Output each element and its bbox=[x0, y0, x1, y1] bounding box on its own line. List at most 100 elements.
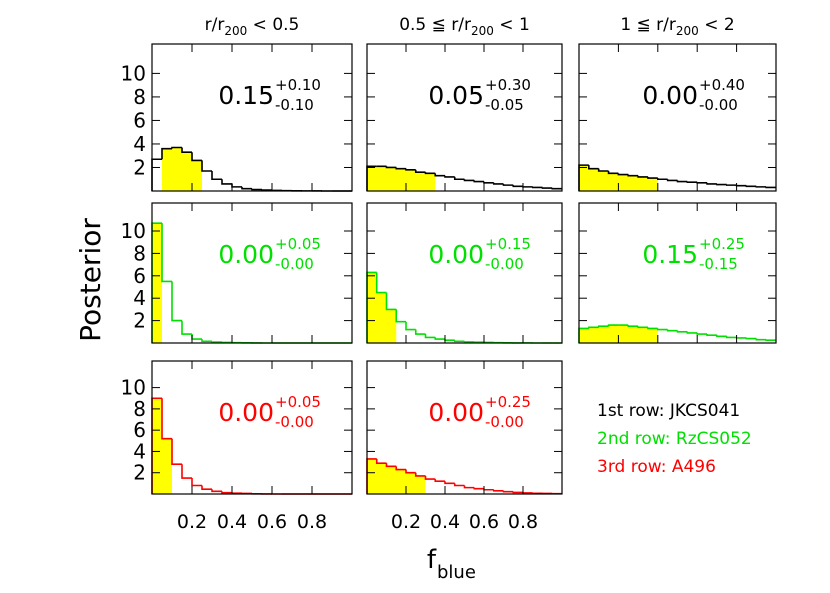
annotation-estimate: 0.15 bbox=[642, 240, 698, 269]
y-tick-label: 4 bbox=[133, 132, 146, 156]
y-tick-label: 4 bbox=[133, 286, 146, 310]
histogram-bin bbox=[657, 178, 668, 181]
annotation-estimate: 0.00 bbox=[218, 398, 274, 427]
plot-frame bbox=[366, 43, 563, 192]
annotation-estimate: 0.00 bbox=[428, 398, 484, 427]
plot-frame bbox=[578, 43, 777, 192]
histogram-bin bbox=[765, 186, 776, 189]
histogram-bin bbox=[414, 472, 426, 477]
histogram-bin bbox=[395, 466, 406, 471]
histogram-bin bbox=[231, 183, 242, 188]
x-tick-label: 0.6 bbox=[257, 511, 287, 533]
histogram-bin bbox=[395, 167, 406, 170]
y-tick-label: 10 bbox=[121, 219, 146, 243]
histogram-bin bbox=[666, 329, 678, 332]
column-title-part: 200 bbox=[676, 24, 699, 38]
histogram-bin bbox=[706, 334, 717, 336]
x-tick-label: 0.4 bbox=[430, 511, 460, 533]
plot-frame bbox=[151, 202, 353, 344]
histogram-bin bbox=[607, 171, 619, 175]
y-tick-label: 2 bbox=[133, 309, 146, 333]
histogram-bin bbox=[492, 489, 504, 492]
histogram-bin bbox=[405, 321, 416, 331]
histogram-bin bbox=[676, 180, 688, 183]
histogram-bin bbox=[666, 179, 678, 182]
histogram-bin bbox=[395, 309, 406, 323]
histogram-bin bbox=[531, 186, 543, 189]
histogram-bin bbox=[385, 292, 397, 311]
plot-frame bbox=[366, 360, 563, 495]
histogram-bin bbox=[171, 146, 182, 149]
histogram-bin bbox=[221, 491, 232, 494]
histogram-bin bbox=[453, 340, 465, 343]
annotation-minus: -0.00 bbox=[485, 413, 524, 431]
annotation-minus: -0.10 bbox=[275, 96, 314, 114]
y-tick-label: 8 bbox=[133, 85, 146, 109]
histogram-bin bbox=[483, 488, 494, 491]
histogram-bin bbox=[617, 173, 629, 176]
credible-region bbox=[162, 147, 202, 191]
histogram-bin bbox=[627, 174, 639, 177]
legend-entry: 3rd row: A496 bbox=[597, 457, 716, 477]
annotation-estimate: 0.00 bbox=[428, 240, 484, 269]
column-title-part: 0.5 ≦ r/r bbox=[399, 15, 471, 35]
annotation-minus: -0.00 bbox=[485, 255, 524, 273]
credible-region bbox=[152, 398, 172, 494]
histogram-bin bbox=[161, 398, 172, 440]
histogram-bin bbox=[588, 326, 599, 329]
annotation-minus: -0.05 bbox=[485, 96, 524, 114]
histogram-bin bbox=[385, 166, 397, 169]
histogram-bin bbox=[522, 492, 533, 494]
histogram-bin bbox=[676, 330, 688, 333]
plot-frame bbox=[366, 202, 563, 344]
histogram-bin bbox=[745, 185, 757, 188]
annotation-minus: -0.00 bbox=[699, 96, 738, 114]
histogram-bin bbox=[463, 179, 475, 182]
y-tick-label: 10 bbox=[121, 61, 146, 85]
x-tick-label: 0.6 bbox=[469, 511, 499, 533]
annotation-plus: +0.25 bbox=[699, 235, 745, 253]
histogram-bin bbox=[657, 328, 668, 331]
histogram-bin bbox=[221, 179, 232, 185]
histogram-bin bbox=[686, 331, 698, 334]
histogram-bin bbox=[241, 186, 252, 190]
annotation-minus: -0.00 bbox=[275, 255, 314, 273]
histogram-bin bbox=[627, 325, 639, 327]
column-title: 1 ≦ r/r200 < 2 bbox=[620, 15, 734, 38]
histogram-bin bbox=[201, 485, 212, 491]
histogram-bin bbox=[211, 171, 222, 181]
column-title: 0.5 ≦ r/r200 < 1 bbox=[399, 15, 530, 38]
histogram-bin bbox=[647, 176, 658, 179]
x-tick-label: 0.8 bbox=[297, 511, 327, 533]
histogram-bin bbox=[434, 479, 445, 483]
histogram-bin bbox=[463, 341, 475, 343]
histogram-bin bbox=[375, 272, 387, 294]
histogram-bin bbox=[696, 332, 708, 335]
y-tick-label: 6 bbox=[133, 418, 146, 442]
histogram-bin bbox=[696, 181, 708, 184]
histogram-bin bbox=[647, 327, 658, 330]
histogram-bin bbox=[181, 464, 192, 479]
histogram-bin bbox=[755, 186, 767, 188]
histogram-bin bbox=[191, 334, 202, 340]
histogram-bin bbox=[502, 183, 514, 186]
annotation-estimate: 0.00 bbox=[218, 240, 274, 269]
histogram-bin bbox=[161, 147, 172, 160]
x-tick-label: 0.2 bbox=[177, 511, 207, 533]
histogram-bin bbox=[706, 182, 717, 185]
x-tick-label: 0.8 bbox=[508, 511, 538, 533]
plot-frame bbox=[578, 202, 777, 344]
y-tick-label: 10 bbox=[121, 376, 146, 400]
histogram-bin bbox=[686, 181, 698, 183]
histogram-bin bbox=[551, 187, 562, 190]
credible-region bbox=[152, 223, 162, 343]
credible-region bbox=[579, 325, 658, 343]
histogram-bin bbox=[424, 172, 436, 175]
y-tick-label: 8 bbox=[133, 397, 146, 421]
x-axis-label: f bbox=[427, 545, 437, 575]
histogram-bin bbox=[151, 158, 162, 191]
y-axis-label: Posterior bbox=[74, 218, 107, 342]
credible-region bbox=[367, 272, 397, 343]
histogram-bin bbox=[161, 223, 172, 283]
histogram-bin bbox=[745, 337, 757, 340]
